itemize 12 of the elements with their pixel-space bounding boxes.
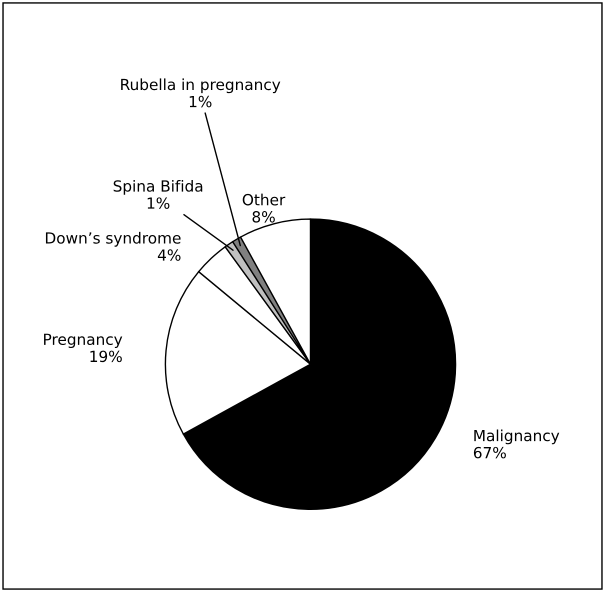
data-label: 8% <box>252 211 275 223</box>
slice-label: Malignancy <box>474 429 560 444</box>
slice-label: Rubella in pregnancy <box>121 78 280 94</box>
data-label: 4% <box>158 249 181 261</box>
slice-label: Down’s syndrome <box>46 232 181 247</box>
slice-label: Other <box>242 194 286 206</box>
data-label: 67% <box>474 446 506 458</box>
data-label: 19% <box>90 350 122 362</box>
slice-label: Spina Bifida <box>114 180 202 195</box>
data-label: 1% <box>190 96 212 108</box>
slice-label: Pregnancy <box>44 334 122 348</box>
data-label: 1% <box>148 197 170 209</box>
